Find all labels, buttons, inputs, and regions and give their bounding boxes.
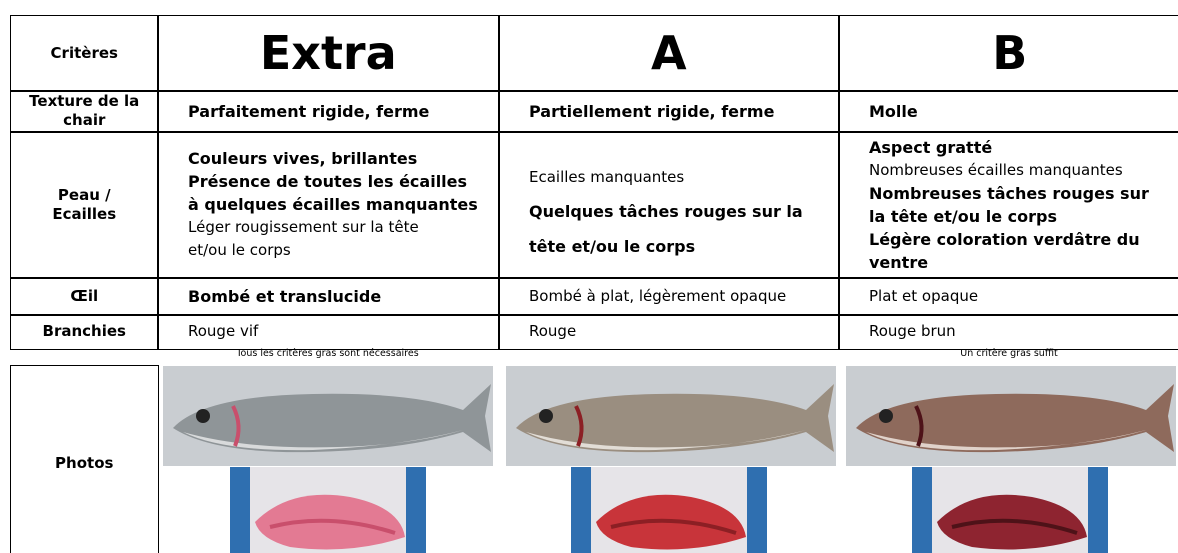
gill-photo <box>912 467 1108 553</box>
criteria-line: Nombreuses tâches rouges sur <box>869 183 1149 203</box>
fish-photo <box>846 366 1176 466</box>
criteria-line: Couleurs vives, brillantes <box>188 149 418 169</box>
criteria-line: Bombé et translucide <box>188 286 382 306</box>
note: Tous les critères gras sont nécessaires <box>236 348 419 359</box>
criteria-line: Aspect gratté <box>869 137 993 157</box>
header-cell: A <box>498 15 840 92</box>
row-label: Texture de la <box>29 92 140 111</box>
row-label-cell: Branchies <box>10 314 159 350</box>
criteria-line: la tête et/ou le corps <box>869 206 1057 226</box>
criteria-line: ventre <box>869 252 929 272</box>
criteria-cell: Plat et opaque <box>838 277 1178 316</box>
note: Un critère gras suffit <box>960 348 1058 359</box>
criteria-line: Rouge brun <box>869 322 956 341</box>
criteria-line: Légère coloration verdâtre du <box>869 229 1140 249</box>
row-label: Peau / <box>57 185 111 204</box>
criteria-line: Bombé à plat, légèrement opaque <box>529 286 787 305</box>
grade-title: B <box>992 26 1028 81</box>
header-cell: B <box>838 15 1178 92</box>
row-label-cell: Œil <box>10 277 159 316</box>
criteria-line: Quelques tâches rouges sur la <box>529 202 803 222</box>
criteria-cell: Parfaitement rigide, ferme <box>157 90 500 133</box>
criteria-line: Nombreuses écailles manquantes <box>869 160 1123 179</box>
criteria-line: Rouge <box>529 322 577 341</box>
criteria-cell: Bombé à plat, légèrement opaque <box>498 277 840 316</box>
row-label: chair <box>63 111 106 130</box>
criteria-line: Présence de toutes les écailles <box>188 172 468 192</box>
criteria-cell: Aspect gratté Nombreuses écailles manquan… <box>838 131 1178 279</box>
header-cell: Critères <box>10 15 159 92</box>
header-label: Critères <box>50 43 118 62</box>
fish-photo <box>506 366 836 466</box>
criteria-line: Partiellement rigide, ferme <box>529 101 775 121</box>
criteria-line: Rouge vif <box>188 322 259 341</box>
header-cell: Extra <box>157 15 500 92</box>
row-label: Branchies <box>42 322 126 341</box>
criteria-cell: Rouge vif <box>157 314 500 350</box>
grade-title: Extra <box>259 26 397 81</box>
criteria-line: et/ou le corps <box>188 241 291 260</box>
fish-photo <box>163 366 493 466</box>
criteria-line: tête et/ou le corps <box>529 236 696 256</box>
gill-photo <box>230 467 426 553</box>
grade-title: A <box>650 26 687 81</box>
criteria-line: Molle <box>869 101 918 121</box>
photos-label-cell: Photos <box>10 365 159 553</box>
photos-label: Photos <box>55 453 114 472</box>
criteria-line: Parfaitement rigide, ferme <box>188 101 430 121</box>
criteria-cell: Molle <box>838 90 1178 133</box>
criteria-line: Léger rougissement sur la tête <box>188 218 419 237</box>
criteria-cell: Rouge brun <box>838 314 1178 350</box>
criteria-line: Ecailles manquantes <box>529 167 685 186</box>
criteria-cell: Ecailles manquantes Quelques tâches rouge… <box>498 131 840 279</box>
gill-photo <box>571 467 767 553</box>
criteria-cell: Couleurs vives, brillantes Présence de to… <box>157 131 500 279</box>
row-label: Œil <box>70 286 99 305</box>
row-label: Ecailles <box>52 204 117 223</box>
criteria-line: à quelques écailles manquantes <box>188 195 478 215</box>
criteria-cell: Partiellement rigide, ferme <box>498 90 840 133</box>
criteria-cell: Bombé et translucide <box>157 277 500 316</box>
criteria-line: Plat et opaque <box>869 286 979 305</box>
criteria-cell: Rouge <box>498 314 840 350</box>
row-label-cell: Peau / Ecailles <box>10 131 159 279</box>
row-label-cell: Texture de la chair <box>10 90 159 133</box>
